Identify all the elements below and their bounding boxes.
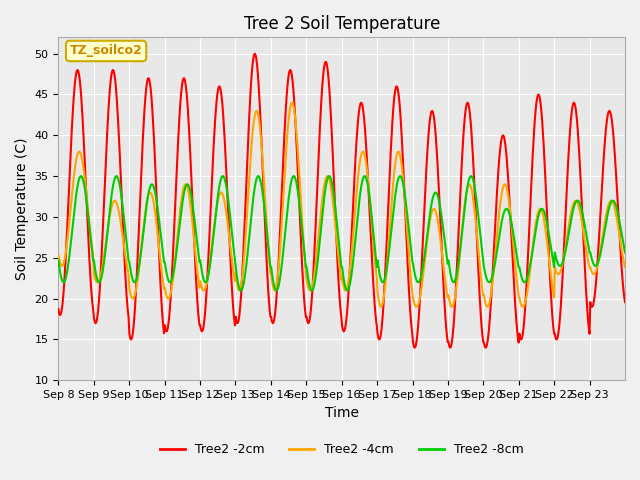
Tree2 -4cm xyxy=(378,304,385,310)
Tree2 -4cm xyxy=(275,265,282,271)
Tree2 -4cm xyxy=(433,216,441,221)
Tree2 -8cm xyxy=(621,250,629,255)
Tree2 -8cm xyxy=(226,210,234,216)
Tree2 -4cm xyxy=(288,100,296,106)
Tree2 -4cm xyxy=(54,252,62,258)
Tree2 -2cm xyxy=(621,299,629,305)
Tree2 -8cm xyxy=(276,276,284,281)
Tree2 -8cm xyxy=(433,192,441,198)
Tree2 -8cm xyxy=(402,197,410,203)
Tree2 -8cm xyxy=(77,173,85,179)
Tree2 -2cm xyxy=(54,306,62,312)
Tree2 -4cm xyxy=(225,232,233,238)
Text: TZ_soilco2: TZ_soilco2 xyxy=(70,45,143,58)
Tree2 -2cm xyxy=(411,345,419,350)
Tree2 -8cm xyxy=(255,173,262,179)
Tree2 -2cm xyxy=(254,71,262,77)
X-axis label: Time: Time xyxy=(324,406,358,420)
Y-axis label: Soil Temperature (C): Soil Temperature (C) xyxy=(15,138,29,280)
Tree2 -2cm xyxy=(401,200,409,206)
Tree2 -4cm xyxy=(121,250,129,255)
Tree2 -2cm xyxy=(433,158,441,164)
Tree2 -4cm xyxy=(621,264,629,270)
Tree2 -8cm xyxy=(237,288,244,293)
Tree2 -4cm xyxy=(253,108,261,114)
Tree2 -8cm xyxy=(122,231,129,237)
Tree2 -8cm xyxy=(54,258,62,264)
Tree2 -4cm xyxy=(402,206,410,212)
Line: Tree2 -8cm: Tree2 -8cm xyxy=(58,176,625,290)
Tree2 -2cm xyxy=(275,245,283,251)
Line: Tree2 -2cm: Tree2 -2cm xyxy=(58,54,625,348)
Title: Tree 2 Soil Temperature: Tree 2 Soil Temperature xyxy=(243,15,440,33)
Legend: Tree2 -2cm, Tree2 -4cm, Tree2 -8cm: Tree2 -2cm, Tree2 -4cm, Tree2 -8cm xyxy=(155,438,529,461)
Line: Tree2 -4cm: Tree2 -4cm xyxy=(58,103,625,307)
Tree2 -2cm xyxy=(251,51,259,57)
Tree2 -2cm xyxy=(121,264,129,270)
Tree2 -2cm xyxy=(225,229,233,235)
